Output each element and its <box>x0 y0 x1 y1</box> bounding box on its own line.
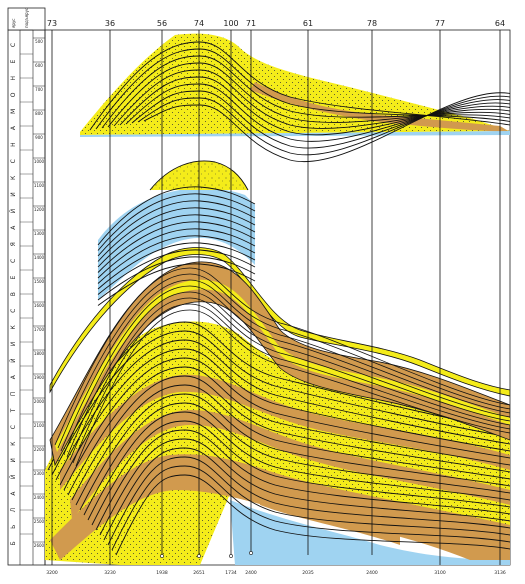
depth-tick: 1600 <box>34 303 45 308</box>
depth-tick: 1300 <box>34 231 45 236</box>
stage-letter: Б <box>10 541 17 545</box>
well-symbol <box>249 551 253 555</box>
stage-letter: Н <box>10 142 17 147</box>
depth-tick: 1400 <box>34 255 45 260</box>
stage-letter: К <box>10 441 17 446</box>
depth-tick: 1700 <box>34 327 45 332</box>
depth-tick: 1500 <box>34 279 45 284</box>
stage-letter: П <box>10 392 17 397</box>
well-label: 74 <box>194 19 204 28</box>
well-depth: 3100 <box>434 570 446 576</box>
stage-letter: А <box>10 225 17 230</box>
stage-letter: А <box>10 491 17 496</box>
well-depth: 3200 <box>46 570 58 576</box>
depth-tick: 2100 <box>34 423 45 428</box>
stage-letter: Н <box>10 76 17 81</box>
column-header-1: ярус <box>11 18 16 28</box>
stage-letter: С <box>10 425 17 429</box>
stage-letter: К <box>10 325 17 330</box>
section-body <box>45 33 510 565</box>
stage-letter: Л <box>10 508 17 513</box>
stage-letter: Е <box>10 60 17 64</box>
well-depth: 3230 <box>104 570 116 576</box>
stage-letter: Е <box>10 275 17 279</box>
depth-tick: 800 <box>35 111 43 116</box>
stage-letter: И <box>10 192 17 197</box>
stage-letter: Й <box>10 358 17 363</box>
stage-letter: И <box>10 342 17 347</box>
well-symbol <box>197 554 201 558</box>
well-symbol <box>160 554 164 558</box>
stage-letter: Й <box>10 209 17 214</box>
well-label: 77 <box>435 19 445 28</box>
well-depth: 2400 <box>366 570 378 576</box>
stage-letter: С <box>10 43 17 47</box>
wells: 73 3200 36 3230 56 1938 74 2651 100 1734 71 2400 61 2… <box>46 19 506 576</box>
stage-letter: О <box>10 92 17 97</box>
depth-tick: 1000 <box>34 159 45 164</box>
well-label: 61 <box>303 19 313 28</box>
depth-tick: 700 <box>35 87 43 92</box>
well-symbol <box>229 554 233 558</box>
well-depth: 2035 <box>302 570 314 576</box>
depth-tick: 1200 <box>34 207 45 212</box>
well-label: 71 <box>246 19 256 28</box>
well-label: 73 <box>47 19 57 28</box>
stage-letter: М <box>10 109 17 114</box>
well-depth: 2651 <box>193 570 205 576</box>
depth-tick: 500 <box>35 39 43 44</box>
stage-letter: С <box>10 309 17 313</box>
well-depth: 1938 <box>156 570 168 576</box>
depth-tick: 2600 <box>34 543 45 548</box>
stage-letter: С <box>10 259 17 263</box>
depth-tick: 2300 <box>34 471 45 476</box>
depth-tick: 1100 <box>34 183 45 188</box>
stage-letters: С Е Н О М А Н С К И Й А Я С Е В С К И Й А П Т С К И Й А Л Ь Б <box>10 43 17 546</box>
stratigraphic-column: ярус подъярус С Е Н О М А Н С К И Й А Я С Е В С К И Й А П Т С К И… <box>7 7 46 566</box>
well-depth: 2400 <box>245 570 257 576</box>
upper-block <box>97 160 256 306</box>
stage-letter: К <box>10 175 17 180</box>
well-label: 56 <box>157 19 167 28</box>
stage-letter: В <box>10 292 17 296</box>
depth-tick: 2400 <box>34 495 45 500</box>
well-label: 100 <box>223 19 238 28</box>
stage-letter: А <box>10 374 17 379</box>
stage-letter: Я <box>10 242 17 246</box>
stage-letter: Т <box>10 408 17 413</box>
stage-letter: Й <box>10 475 17 480</box>
column-header-2: подъярус <box>24 8 29 28</box>
well-label: 78 <box>367 19 377 28</box>
depth-tick: 2500 <box>34 519 45 524</box>
depth-tick: 2200 <box>34 447 45 452</box>
depth-tick: 1900 <box>34 375 45 380</box>
stage-letter: И <box>10 458 17 463</box>
well-depth: 3136 <box>494 570 506 576</box>
well-label: 36 <box>105 19 115 28</box>
lower-package <box>45 321 510 565</box>
depth-tick: 600 <box>35 63 43 68</box>
stage-letter: Ь <box>10 525 17 529</box>
top-dome <box>80 33 510 163</box>
depth-tick: 1800 <box>34 351 45 356</box>
stage-letter: С <box>10 159 17 163</box>
depth-tick: 2000 <box>34 399 45 404</box>
well-depth: 1734 <box>225 570 237 576</box>
well-label: 64 <box>495 19 505 28</box>
depth-tick: 900 <box>35 135 43 140</box>
stage-letter: А <box>10 125 17 130</box>
depth-scale: 500 600 700 800 900 1000 1100 1200 1300 1400 1500 1… <box>20 29 45 548</box>
